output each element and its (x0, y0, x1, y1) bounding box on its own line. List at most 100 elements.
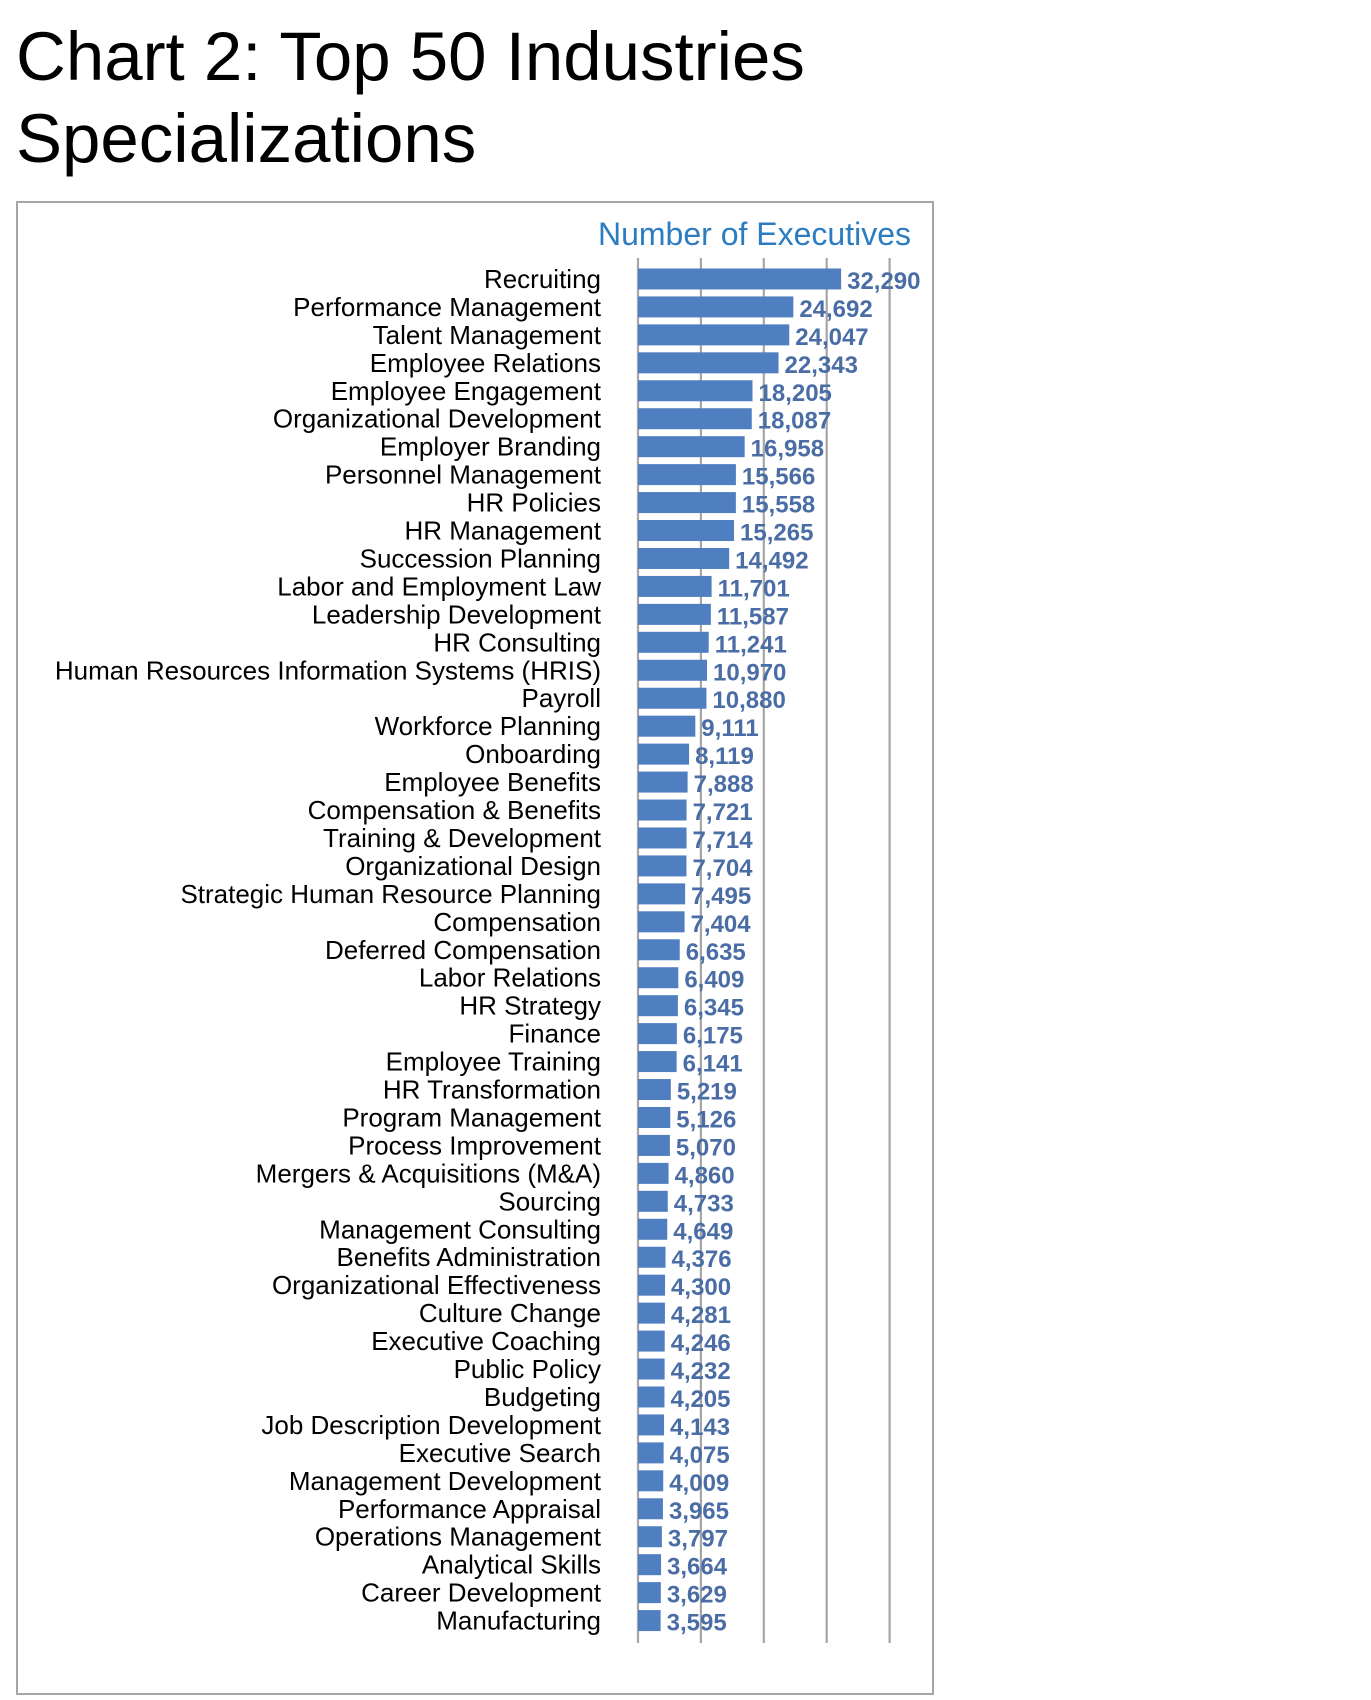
chart-frame: Number of Executives Recruiting Performan… (16, 201, 934, 1695)
bar-29 (638, 1079, 671, 1101)
bar-chart: Number of Executives RecruitingPerforman… (55, 216, 921, 1643)
bar-7 (638, 464, 736, 486)
category-label-17: Onboarding (465, 739, 601, 769)
value-label-33: 4,733 (674, 1190, 734, 1217)
bar-33 (638, 1190, 668, 1212)
value-label-1: 24,692 (799, 296, 872, 323)
value-label-45: 3,797 (668, 1526, 728, 1553)
bar-35 (638, 1246, 666, 1268)
bar-13 (638, 631, 709, 653)
value-label-21: 7,704 (692, 855, 753, 882)
category-label-48: Manufacturing (436, 1606, 601, 1636)
bar-46 (638, 1554, 662, 1576)
category-label-14: Human Resources Information Systems (HRI… (55, 655, 601, 685)
category-label-39: Public Policy (454, 1354, 601, 1384)
category-label-36: Organizational Effectiveness (272, 1270, 601, 1300)
bar-21 (638, 855, 687, 877)
value-label-5: 18,087 (758, 408, 831, 435)
value-label-31: 5,070 (676, 1134, 736, 1161)
value-label-25: 6,409 (684, 967, 744, 994)
bar-6 (638, 436, 745, 458)
value-label-26: 6,345 (684, 995, 744, 1022)
bar-41 (638, 1414, 665, 1436)
value-label-42: 4,075 (670, 1442, 730, 1469)
page-title-line2: Specializations (16, 100, 477, 177)
value-label-13: 11,241 (715, 631, 787, 658)
bar-39 (638, 1358, 665, 1380)
bar-37 (638, 1302, 665, 1324)
value-label-47: 3,629 (667, 1582, 727, 1609)
bar-1 (638, 296, 794, 318)
category-label-12: Leadership Development (312, 599, 602, 629)
bar-19 (638, 799, 687, 821)
bar-2 (638, 324, 790, 346)
value-label-2: 24,047 (795, 324, 868, 351)
category-label-5: Organizational Development (273, 404, 602, 434)
category-label-35: Benefits Administration (337, 1242, 601, 1272)
bar-43 (638, 1470, 664, 1492)
bar-16 (638, 715, 696, 737)
category-label-28: Employee Training (386, 1047, 601, 1077)
category-label-21: Organizational Design (345, 851, 601, 881)
category-label-16: Workforce Planning (375, 711, 601, 741)
value-label-23: 7,404 (691, 911, 752, 938)
bar-34 (638, 1218, 668, 1240)
value-label-22: 7,495 (691, 883, 751, 910)
value-label-27: 6,175 (683, 1023, 743, 1050)
value-label-40: 4,205 (670, 1386, 730, 1413)
value-label-18: 7,888 (694, 771, 754, 798)
value-label-38: 4,246 (671, 1330, 731, 1357)
value-label-48: 3,595 (667, 1610, 727, 1637)
value-label-19: 7,721 (693, 799, 753, 826)
bar-24 (638, 939, 680, 961)
category-label-38: Executive Coaching (371, 1326, 601, 1356)
category-label-34: Management Consulting (319, 1214, 601, 1244)
bar-45 (638, 1526, 662, 1548)
category-label-37: Culture Change (419, 1298, 601, 1328)
category-label-0: Recruiting (484, 264, 601, 294)
category-label-23: Compensation (433, 907, 601, 937)
category-label-13: HR Consulting (433, 627, 601, 657)
category-label-19: Compensation & Benefits (308, 795, 601, 825)
value-label-46: 3,664 (667, 1554, 728, 1581)
bar-10 (638, 547, 730, 569)
bar-17 (638, 743, 690, 765)
value-label-16: 9,111 (701, 715, 758, 742)
bar-9 (638, 520, 735, 542)
bar-3 (638, 352, 779, 374)
category-label-30: Program Management (342, 1102, 601, 1132)
value-label-14: 10,970 (713, 659, 786, 686)
chart-legend-label: Number of Executives (598, 216, 911, 252)
value-label-15: 10,880 (712, 687, 785, 714)
value-label-30: 5,126 (676, 1106, 736, 1133)
value-label-3: 22,343 (785, 352, 858, 379)
bar-14 (638, 659, 708, 681)
category-label-33: Sourcing (498, 1186, 601, 1216)
value-label-36: 4,300 (671, 1274, 731, 1301)
bar-4 (638, 380, 753, 402)
category-label-47: Career Development (361, 1578, 602, 1608)
value-label-34: 4,649 (673, 1218, 733, 1245)
value-label-7: 15,566 (742, 464, 815, 491)
category-label-26: HR Strategy (459, 991, 601, 1021)
value-label-20: 7,714 (693, 827, 754, 854)
bar-28 (638, 1051, 677, 1073)
bar-0 (638, 268, 842, 290)
category-label-24: Deferred Compensation (325, 935, 601, 965)
value-label-17: 8,119 (695, 743, 754, 770)
bar-20 (638, 827, 687, 849)
bar-18 (638, 771, 688, 793)
category-label-20: Training & Development (323, 823, 602, 853)
value-label-39: 4,232 (671, 1358, 731, 1385)
value-label-12: 11,587 (717, 603, 789, 630)
value-label-11: 11,701 (718, 575, 790, 602)
bar-48 (638, 1610, 661, 1632)
bar-11 (638, 575, 712, 597)
category-label-2: Talent Management (373, 320, 602, 350)
category-label-8: HR Policies (467, 488, 601, 518)
value-label-9: 15,265 (740, 520, 813, 547)
value-label-6: 16,958 (751, 436, 824, 463)
bar-8 (638, 492, 736, 514)
bar-27 (638, 1023, 677, 1045)
